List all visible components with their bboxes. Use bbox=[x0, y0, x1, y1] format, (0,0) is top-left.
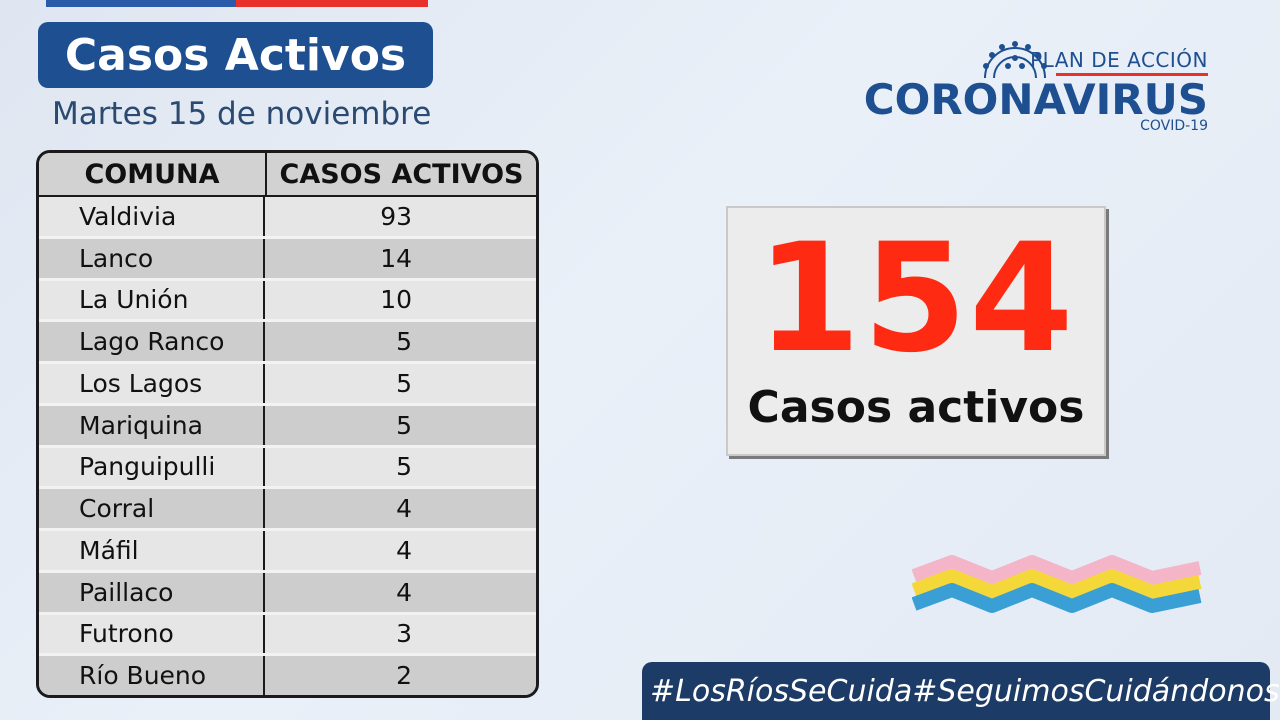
coronavirus-logo: PLAN DE ACCIÓN CORONAVIRUS COVID-19 bbox=[864, 40, 1208, 135]
table-row: Corral 4 bbox=[39, 489, 536, 531]
table-row: Futrono 3 bbox=[39, 614, 536, 657]
header-comuna: COMUNA bbox=[39, 153, 267, 195]
cell-casos: 5 bbox=[396, 452, 412, 482]
logo-plan-text: PLAN DE ACCIÓN bbox=[1030, 48, 1208, 72]
top-color-stripe bbox=[46, 0, 428, 7]
total-label: Casos activos bbox=[747, 382, 1085, 433]
table-row: Mariquina 5 bbox=[39, 405, 536, 448]
logo-sub-text: COVID-19 bbox=[1140, 118, 1208, 134]
cell-comuna: Corral bbox=[39, 489, 265, 528]
table-row: Río Bueno 2 bbox=[39, 656, 536, 695]
table-row: Los Lagos 5 bbox=[39, 364, 536, 406]
header-casos-activos: CASOS ACTIVOS bbox=[279, 158, 524, 190]
cell-casos: 5 bbox=[396, 410, 412, 440]
logo-main-text: CORONAVIRUS bbox=[863, 75, 1208, 124]
cell-comuna: Río Bueno bbox=[39, 656, 265, 695]
stripe-blue bbox=[46, 0, 236, 7]
total-value: 154 bbox=[756, 212, 1076, 386]
stripe-red bbox=[236, 0, 428, 7]
cases-table: COMUNA CASOS ACTIVOS Valdivia 93 Lanco 14 La… bbox=[36, 150, 539, 698]
cell-comuna: Mariquina bbox=[39, 405, 265, 445]
cell-casos: 93 bbox=[380, 201, 412, 231]
table-row: Máfil 4 bbox=[39, 531, 536, 573]
date-label: Martes 15 de noviembre bbox=[52, 96, 432, 132]
cell-comuna: La Unión bbox=[39, 280, 265, 320]
virus-icon bbox=[983, 41, 1047, 79]
cell-comuna: Lago Ranco bbox=[39, 322, 265, 361]
table-row: Paillaco 4 bbox=[39, 572, 536, 615]
cell-comuna: Futrono bbox=[39, 614, 265, 654]
table-header: COMUNA CASOS ACTIVOS bbox=[39, 153, 536, 197]
hashtag-footer: #LosRíosSeCuida #SeguimosCuidándonos bbox=[642, 662, 1280, 720]
table-row: Valdivia 93 bbox=[39, 197, 536, 239]
table-row: La Unión 10 bbox=[39, 280, 536, 323]
cell-comuna: Lanco bbox=[39, 238, 265, 278]
cell-casos: 14 bbox=[380, 243, 412, 273]
cell-casos: 4 bbox=[396, 577, 412, 607]
cell-comuna: Los Lagos bbox=[39, 364, 265, 403]
cell-comuna: Paillaco bbox=[39, 572, 265, 612]
cell-casos: 4 bbox=[396, 494, 412, 524]
cell-comuna: Panguipulli bbox=[39, 447, 265, 487]
cell-casos: 3 bbox=[396, 619, 412, 649]
table-row: Lago Ranco 5 bbox=[39, 322, 536, 364]
page-title: Casos Activos bbox=[64, 29, 407, 81]
cell-comuna: Máfil bbox=[39, 531, 265, 570]
table-row: Lanco 14 bbox=[39, 238, 536, 281]
table-body: Valdivia 93 Lanco 14 La Unión 10 Lago Ranco 5 Lo… bbox=[39, 197, 536, 695]
rainbow-zigzag-graphic bbox=[912, 555, 1202, 613]
cell-comuna: Valdivia bbox=[39, 197, 265, 236]
cell-casos: 5 bbox=[396, 368, 412, 398]
cell-casos: 2 bbox=[396, 661, 412, 691]
logo-red-underline bbox=[1056, 73, 1208, 76]
hashtag-los-rios: #LosRíosSeCuida bbox=[650, 673, 913, 709]
cell-casos: 5 bbox=[396, 327, 412, 357]
table-row: Panguipulli 5 bbox=[39, 447, 536, 490]
hashtag-seguimos: #SeguimosCuidándonos bbox=[912, 673, 1280, 709]
cell-casos: 10 bbox=[380, 285, 412, 315]
cell-casos: 4 bbox=[396, 535, 412, 565]
total-card: 154 Casos activos bbox=[726, 206, 1106, 456]
title-banner: Casos Activos bbox=[38, 22, 433, 88]
